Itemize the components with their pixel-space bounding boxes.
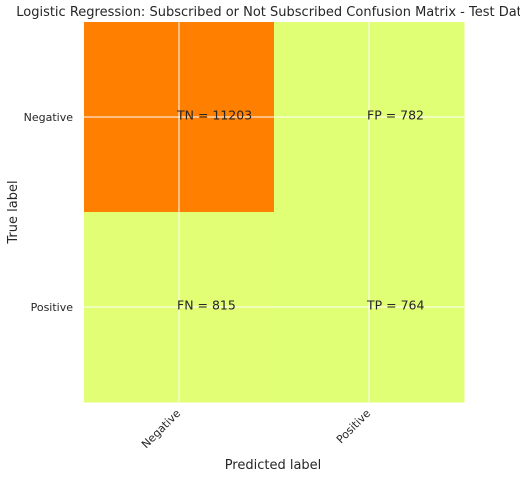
x-tick-label: Positive <box>334 407 373 446</box>
chart-title: Logistic Regression: Subscribed or Not S… <box>16 5 520 20</box>
x-tick-label: Negative <box>139 407 183 451</box>
cell-value-label: TN = 11203 <box>176 108 252 123</box>
y-tick-label: Positive <box>31 301 74 314</box>
x-tick-labels: Negative Positive <box>139 407 373 451</box>
gridlines <box>84 22 464 402</box>
cell-value-label: FN = 815 <box>177 298 236 313</box>
heatmap-cells <box>84 22 465 403</box>
x-axis-label: Predicted label <box>225 458 322 473</box>
cell-value-label: TP = 764 <box>366 298 424 313</box>
y-tick-labels: Negative Positive <box>24 111 74 314</box>
y-tick-label: Negative <box>24 111 74 124</box>
cell-value-label: FP = 782 <box>367 108 424 123</box>
y-axis-label: True label <box>6 180 21 244</box>
cell-labels: TN = 11203 FP = 782 FN = 815 TP = 764 <box>176 108 424 313</box>
